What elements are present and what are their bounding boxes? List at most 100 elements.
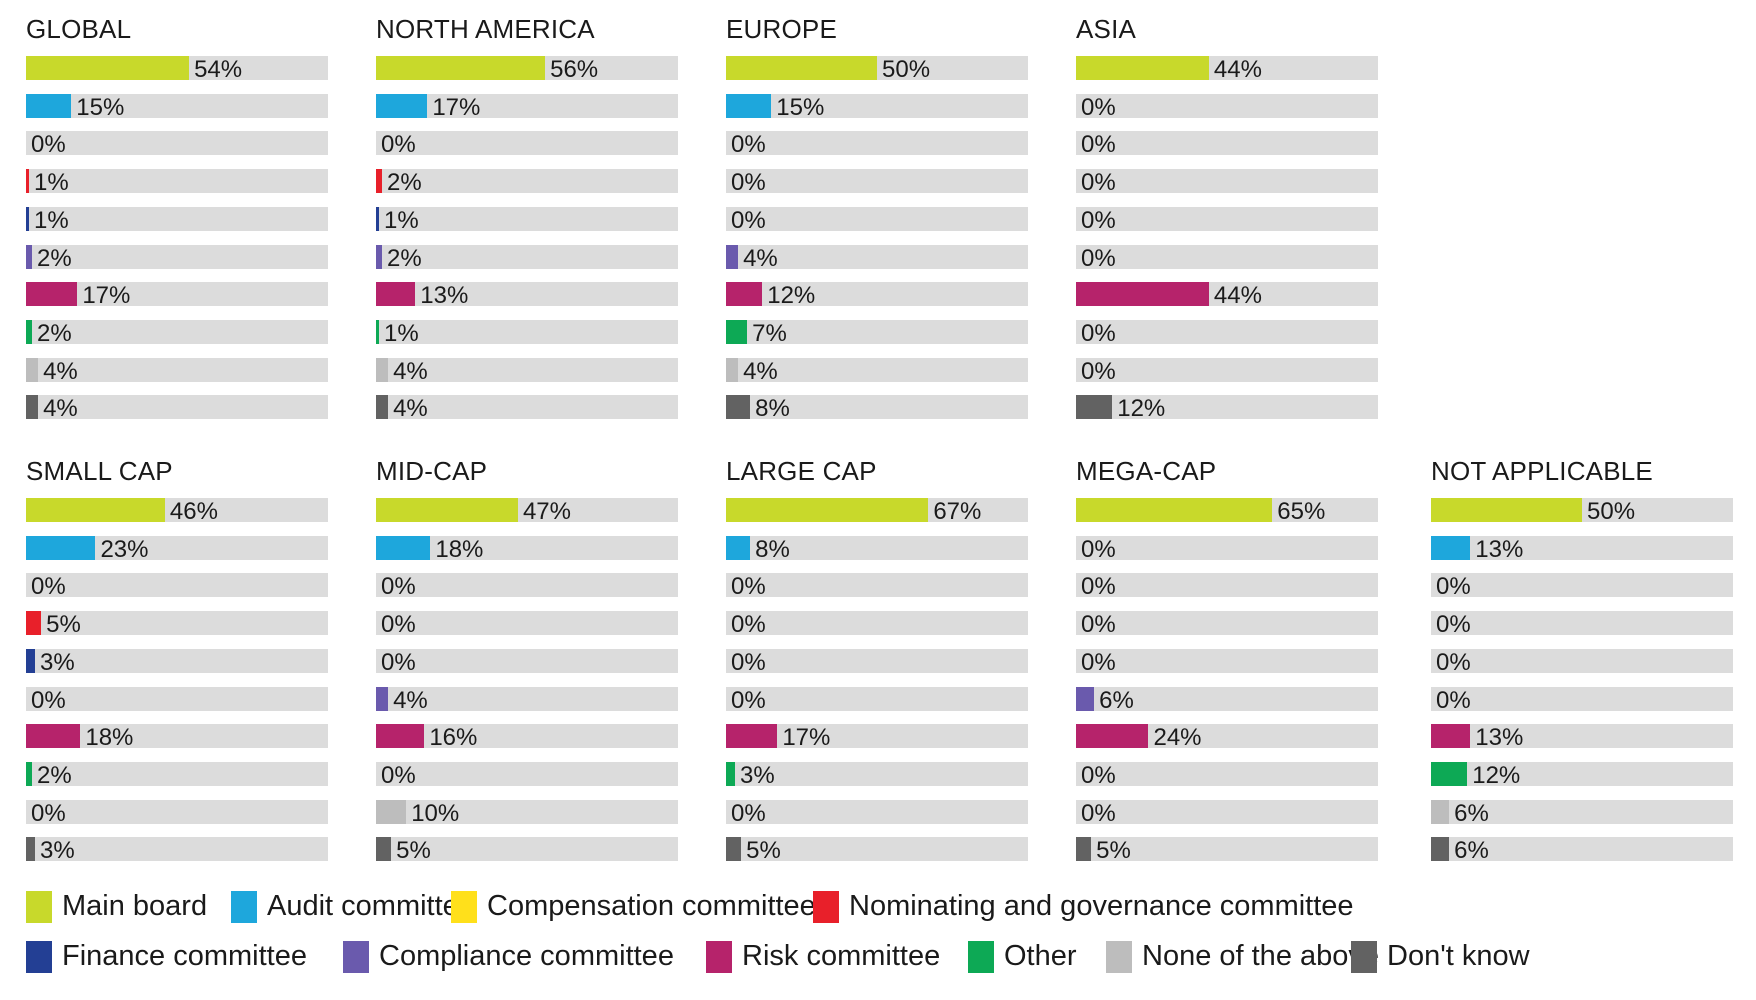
- bar-row: 0%: [1431, 573, 1733, 600]
- bar: [26, 93, 72, 118]
- bar-row: 23%: [26, 535, 328, 563]
- bar-row: 1%: [26, 206, 328, 234]
- bar-track: [376, 648, 678, 673]
- value-label: 6%: [1454, 799, 1489, 827]
- bar-track: [376, 357, 678, 382]
- bar-row: 65%: [1076, 498, 1378, 525]
- bar-row: 0%: [376, 761, 678, 789]
- value-label: 3%: [740, 761, 775, 789]
- bar-track: [376, 724, 678, 749]
- bar-row: 4%: [26, 395, 328, 422]
- panel-title: LARGE CAP: [726, 456, 877, 486]
- value-label: 65%: [1277, 498, 1326, 525]
- bar-track: [1076, 93, 1378, 118]
- bar-row: 8%: [726, 535, 1028, 563]
- bar-track: [376, 573, 678, 598]
- bar-row: 4%: [376, 686, 678, 714]
- value-label: 1%: [384, 319, 419, 347]
- bar-track: [26, 357, 328, 382]
- value-label: 13%: [1475, 535, 1524, 563]
- value-label: 0%: [1081, 169, 1116, 197]
- bar: [726, 761, 736, 786]
- value-label: 15%: [76, 93, 125, 121]
- value-label: 54%: [194, 56, 243, 83]
- bar-row: 15%: [26, 93, 328, 121]
- bar-track: [1076, 573, 1378, 598]
- value-label: 10%: [411, 799, 460, 827]
- bar-track: [1076, 169, 1378, 194]
- legend-label: Compensation committee: [487, 890, 816, 922]
- bar-row: 0%: [1076, 93, 1378, 121]
- legend-label: Audit committee: [267, 890, 475, 922]
- value-label: 24%: [1153, 724, 1202, 752]
- bar-row: 0%: [1076, 169, 1378, 197]
- legend-swatch: [1106, 941, 1132, 973]
- panel-title: MID-CAP: [376, 456, 488, 486]
- bar-track: [726, 395, 1028, 420]
- bar-row: 50%: [726, 56, 1028, 83]
- bar: [1076, 686, 1095, 711]
- value-label: 50%: [1587, 498, 1636, 525]
- value-label: 0%: [731, 206, 766, 234]
- bar: [376, 535, 431, 560]
- bar-row: 13%: [1431, 724, 1733, 752]
- value-label: 18%: [435, 535, 484, 563]
- value-label: 47%: [522, 498, 571, 525]
- bar: [376, 319, 380, 344]
- bar: [1431, 724, 1471, 749]
- bar-track: [26, 573, 328, 598]
- legend-label: Compliance committee: [379, 940, 674, 972]
- value-label: 2%: [37, 244, 72, 272]
- bar-track: [1431, 724, 1733, 749]
- legend-swatch: [343, 941, 369, 973]
- bar-track: [26, 395, 328, 420]
- chart-panel: LARGE CAP 67% 8% 0% 0% 0% 0% 17% 3% 0% 5%: [726, 456, 1028, 876]
- bar-row: 0%: [1431, 648, 1733, 676]
- bar-track: [26, 686, 328, 711]
- value-label: 4%: [743, 244, 778, 272]
- bar-track: [1431, 611, 1733, 636]
- value-label: 4%: [43, 357, 78, 385]
- bar-row: 0%: [726, 799, 1028, 827]
- bar: [376, 686, 389, 711]
- value-label: 13%: [1475, 724, 1524, 752]
- value-label: 8%: [755, 535, 790, 563]
- legend-label: Finance committee: [62, 940, 307, 972]
- bar-row: 0%: [1076, 319, 1378, 347]
- bar-row: 0%: [376, 573, 678, 600]
- bar-track: [1431, 761, 1733, 786]
- bar-row: 4%: [376, 357, 678, 385]
- value-label: 6%: [1099, 686, 1134, 714]
- bar-row: 0%: [26, 573, 328, 600]
- legend-swatch: [26, 941, 52, 973]
- bar-row: 3%: [26, 837, 328, 864]
- bar-track: [1076, 395, 1378, 420]
- bar-track: [726, 535, 1028, 560]
- value-label: 12%: [1117, 395, 1166, 423]
- bar-track: [726, 357, 1028, 382]
- bar: [376, 206, 380, 231]
- bar-track: [1076, 244, 1378, 269]
- bar-track: [1076, 611, 1378, 636]
- bar: [26, 535, 96, 560]
- chart-panel: MID-CAP 47% 18% 0% 0% 0% 4% 16% 0% 10% 5%: [376, 456, 678, 876]
- bar-row: 0%: [726, 573, 1028, 600]
- bar: [1076, 282, 1209, 307]
- bar-row: 6%: [1431, 837, 1733, 864]
- bar: [26, 611, 42, 636]
- bar-track: [726, 93, 1028, 118]
- bar: [26, 357, 39, 382]
- bar-track: [26, 837, 328, 862]
- bar-row: 6%: [1431, 799, 1733, 827]
- bar-row: 44%: [1076, 282, 1378, 309]
- bar-track: [1076, 686, 1378, 711]
- legend-swatch: [968, 941, 994, 973]
- value-label: 0%: [1081, 799, 1116, 827]
- value-label: 0%: [731, 686, 766, 714]
- bar: [26, 761, 33, 786]
- value-label: 0%: [31, 686, 66, 714]
- bar-track: [376, 282, 678, 307]
- bar-track: [1076, 131, 1378, 156]
- bar-row: 0%: [376, 611, 678, 638]
- bar-row: 0%: [1076, 244, 1378, 272]
